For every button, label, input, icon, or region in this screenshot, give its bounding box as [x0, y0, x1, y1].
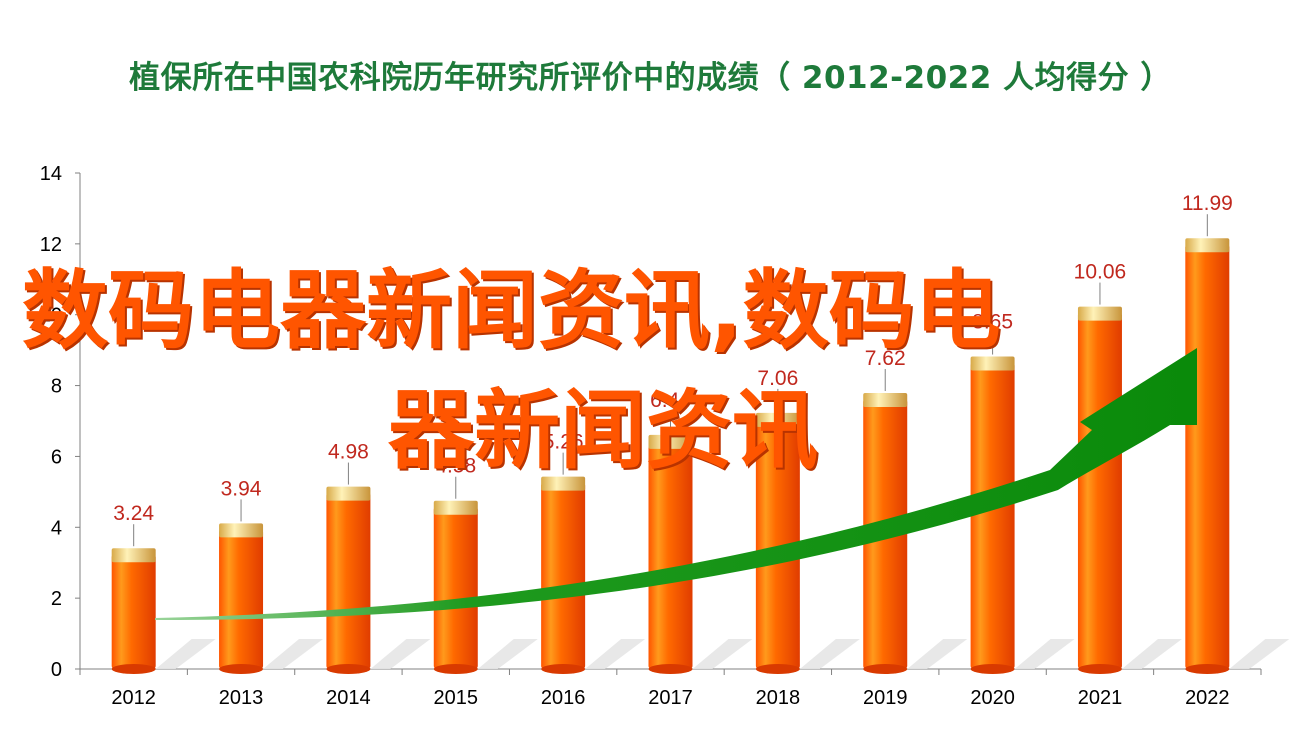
x-tick-label: 2022: [1185, 687, 1230, 709]
x-tick-label: 2012: [111, 687, 156, 709]
bar-cap: [433, 500, 478, 515]
watermark-text-line1: 数码电器新闻资讯,数码电: [22, 261, 1001, 361]
value-label: 4.58: [435, 455, 476, 478]
value-label: 3.24: [113, 502, 154, 525]
y-tick-label: 2: [51, 588, 62, 610]
bar-shadow: [585, 639, 646, 669]
bar-cap: [326, 486, 371, 501]
bar-shadow: [692, 639, 753, 669]
bar-shadow: [263, 639, 324, 669]
x-tick-label: 2018: [756, 687, 801, 709]
bar-base: [1185, 664, 1230, 674]
bar-cap: [219, 523, 264, 538]
bar-base: [755, 664, 800, 674]
bar-cap: [541, 476, 586, 491]
bar: [1077, 312, 1122, 669]
bar-shadow: [370, 639, 431, 669]
y-tick-label: 14: [40, 163, 62, 185]
y-tick-label: 6: [51, 446, 62, 468]
bar-base: [219, 664, 264, 674]
bar: [648, 440, 693, 669]
x-tick-label: 2021: [1078, 687, 1123, 709]
value-labels: 3.24 3.94 4.98 4.58 5.26 6.44 7.06 7.62 8.65 10.0…: [113, 192, 1233, 547]
bar-cap: [755, 412, 800, 427]
bar-shadows: [155, 639, 1290, 669]
bar-cap: [111, 548, 156, 563]
value-label: 11.99: [1182, 192, 1233, 215]
bar-shadow: [1014, 639, 1075, 669]
bar-base: [433, 664, 478, 674]
bar-base: [111, 664, 156, 674]
value-label: 5.26: [543, 431, 584, 454]
bar: [970, 362, 1015, 669]
value-label: 7.62: [865, 347, 906, 370]
bar: [219, 529, 264, 669]
bar: [111, 554, 156, 669]
value-label: 6.44: [650, 389, 691, 412]
value-label: 10.06: [1074, 261, 1127, 284]
value-label: 7.06: [757, 367, 798, 390]
y-tick-label: 10: [40, 305, 62, 327]
x-tick-label: 2019: [863, 687, 908, 709]
bar-shadow: [477, 639, 538, 669]
y-tick-label: 0: [51, 659, 62, 681]
value-label: 8.65: [972, 311, 1013, 334]
bar: [433, 506, 478, 669]
bar-shadow: [1121, 639, 1182, 669]
bar: [326, 492, 371, 669]
bar-cap: [648, 434, 693, 449]
bar-base: [326, 664, 371, 674]
bar-cap: [970, 356, 1015, 371]
bar-shadow: [1229, 639, 1290, 669]
x-tick-label: 2016: [541, 687, 586, 709]
x-tick-label: 2014: [326, 687, 371, 709]
chart-title: 植保所在中国农科院历年研究所评价中的成绩（ 2012-2022 人均得分 ）: [129, 60, 1172, 96]
x-tick-label: 2017: [648, 687, 693, 709]
bar-cap: [863, 393, 908, 408]
value-label: 3.94: [221, 477, 262, 500]
bar-base: [863, 664, 908, 674]
bar: [755, 418, 800, 669]
x-tick-label: 2020: [970, 687, 1015, 709]
bar-shadow: [155, 639, 216, 669]
bar-base: [970, 664, 1015, 674]
bar-shadow: [907, 639, 968, 669]
bar-base: [1077, 664, 1122, 674]
y-tick-label: 12: [40, 234, 62, 256]
y-tick-label: 4: [51, 517, 62, 539]
value-label: 4.98: [328, 441, 369, 464]
watermark-text-line2: 器新闻资讯: [388, 381, 818, 481]
bar-base: [541, 664, 586, 674]
bar: [541, 482, 586, 669]
bar-base: [648, 664, 693, 674]
bar-shadow: [799, 639, 860, 669]
x-tick-label: 2015: [434, 687, 479, 709]
bar-cap: [1077, 306, 1122, 321]
bar-cap: [1185, 238, 1230, 253]
bar: [1185, 244, 1230, 669]
y-tick-label: 8: [51, 376, 62, 398]
x-tick-label: 2013: [219, 687, 264, 709]
